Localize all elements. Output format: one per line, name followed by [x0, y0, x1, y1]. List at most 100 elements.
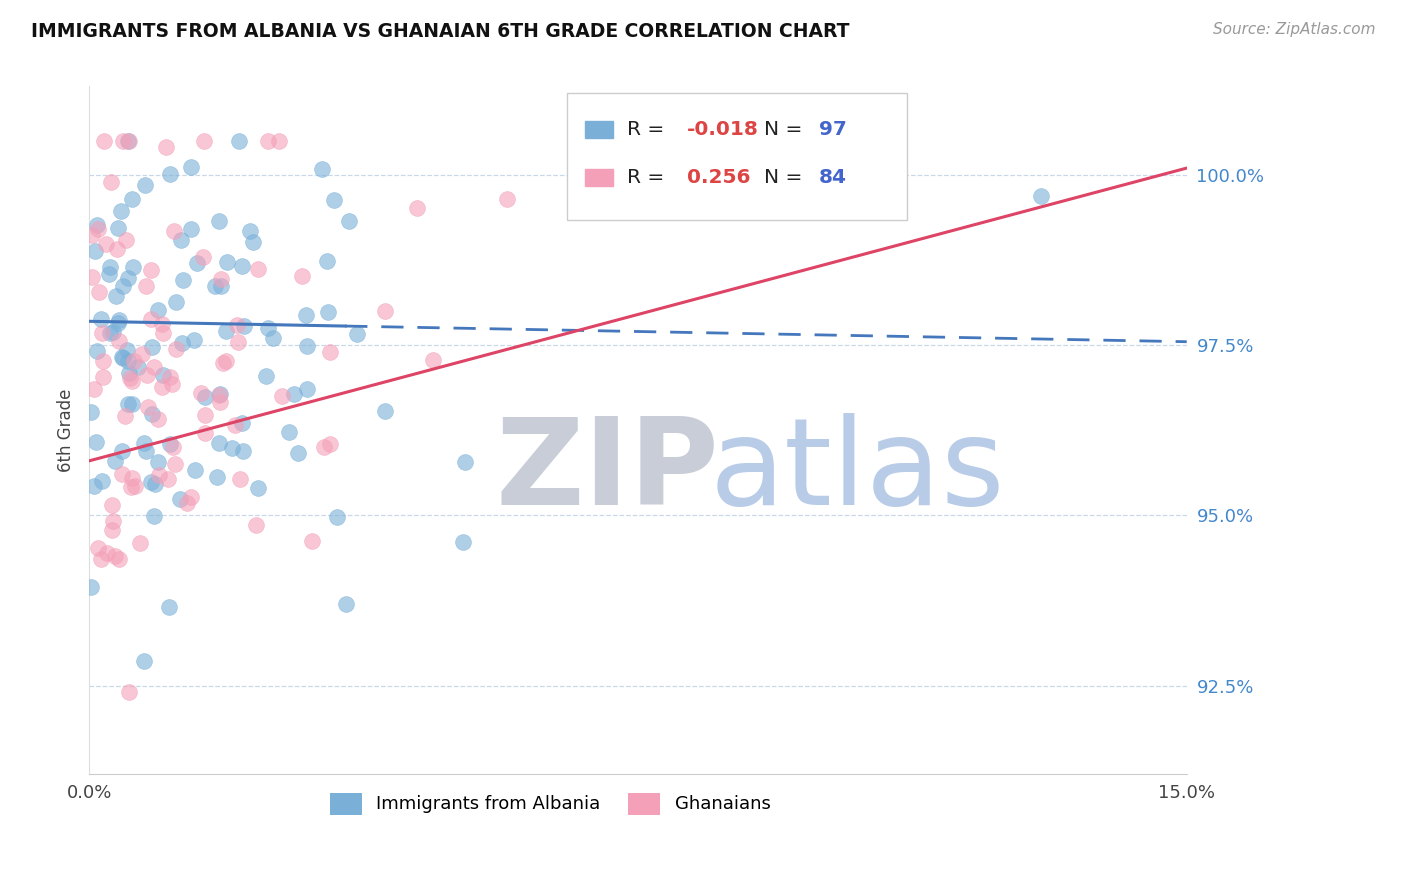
- FancyBboxPatch shape: [585, 121, 613, 138]
- Point: [193, 134, 215, 148]
- Text: 84: 84: [820, 169, 846, 187]
- Point: [159, 370, 181, 384]
- Point: [205, 470, 228, 484]
- Point: [91, 354, 114, 368]
- Point: [117, 354, 139, 368]
- Point: [165, 342, 187, 356]
- Point: [221, 441, 243, 455]
- Point: [316, 305, 339, 319]
- Point: [194, 425, 217, 440]
- Point: [104, 289, 127, 303]
- Point: [139, 262, 162, 277]
- Point: [215, 324, 238, 338]
- Point: [146, 412, 169, 426]
- Point: [134, 178, 156, 192]
- Point: [80, 580, 103, 594]
- Point: [86, 344, 108, 359]
- Point: [112, 351, 135, 366]
- FancyBboxPatch shape: [567, 94, 907, 220]
- Point: [184, 463, 207, 477]
- Point: [124, 479, 146, 493]
- Point: [101, 514, 124, 528]
- Point: [246, 481, 269, 495]
- Point: [117, 343, 139, 357]
- Point: [194, 408, 217, 422]
- Text: -0.018: -0.018: [688, 120, 759, 139]
- Point: [118, 685, 141, 699]
- Text: N =: N =: [763, 120, 808, 139]
- Point: [90, 326, 112, 340]
- Point: [114, 409, 136, 423]
- Point: [131, 347, 153, 361]
- Point: [294, 309, 316, 323]
- Point: [454, 455, 477, 469]
- Point: [146, 455, 169, 469]
- Point: [322, 193, 344, 207]
- Point: [224, 418, 246, 433]
- Text: IMMIGRANTS FROM ALBANIA VS GHANAIAN 6TH GRADE CORRELATION CHART: IMMIGRANTS FROM ALBANIA VS GHANAIAN 6TH …: [31, 22, 849, 41]
- Point: [104, 454, 127, 468]
- Point: [180, 160, 202, 174]
- Point: [204, 278, 226, 293]
- Point: [112, 279, 135, 293]
- Point: [186, 256, 208, 270]
- Point: [107, 334, 129, 349]
- Point: [141, 475, 163, 490]
- Point: [162, 440, 184, 454]
- Point: [314, 440, 336, 454]
- Point: [311, 162, 333, 177]
- Point: [242, 235, 264, 249]
- Point: [337, 214, 360, 228]
- Point: [112, 134, 135, 148]
- Point: [135, 279, 157, 293]
- Point: [80, 270, 103, 285]
- Text: 0.256: 0.256: [688, 169, 751, 187]
- Point: [107, 221, 129, 235]
- Point: [110, 204, 132, 219]
- Point: [256, 134, 278, 148]
- Point: [191, 250, 214, 264]
- Point: [335, 597, 357, 611]
- Point: [180, 222, 202, 236]
- Point: [231, 259, 253, 273]
- Point: [160, 376, 183, 391]
- Point: [208, 213, 231, 227]
- Point: [173, 273, 195, 287]
- Point: [83, 382, 105, 396]
- Point: [101, 325, 124, 339]
- Point: [169, 492, 191, 507]
- Point: [82, 228, 104, 243]
- Point: [111, 467, 134, 481]
- Point: [254, 369, 277, 384]
- Point: [211, 356, 233, 370]
- Text: R =: R =: [627, 169, 671, 187]
- Point: [118, 134, 141, 148]
- Point: [226, 318, 249, 333]
- Point: [83, 479, 105, 493]
- Point: [108, 551, 131, 566]
- Y-axis label: 6th Grade: 6th Grade: [58, 389, 75, 472]
- Point: [89, 285, 111, 300]
- Point: [100, 175, 122, 189]
- Point: [145, 477, 167, 491]
- Point: [422, 352, 444, 367]
- Point: [120, 480, 142, 494]
- Point: [228, 334, 250, 349]
- Point: [86, 218, 108, 232]
- Point: [90, 552, 112, 566]
- Point: [315, 254, 337, 268]
- FancyBboxPatch shape: [585, 169, 613, 186]
- Point: [110, 350, 132, 364]
- Text: atlas: atlas: [709, 413, 1005, 530]
- Point: [180, 490, 202, 504]
- Point: [93, 134, 115, 148]
- Point: [103, 549, 125, 563]
- Legend: Immigrants from Albania, Ghanaians: Immigrants from Albania, Ghanaians: [321, 783, 780, 823]
- Point: [117, 134, 139, 148]
- Point: [105, 242, 128, 256]
- Point: [141, 340, 163, 354]
- Point: [127, 360, 149, 375]
- Point: [100, 326, 122, 340]
- Point: [239, 224, 262, 238]
- Point: [262, 331, 284, 345]
